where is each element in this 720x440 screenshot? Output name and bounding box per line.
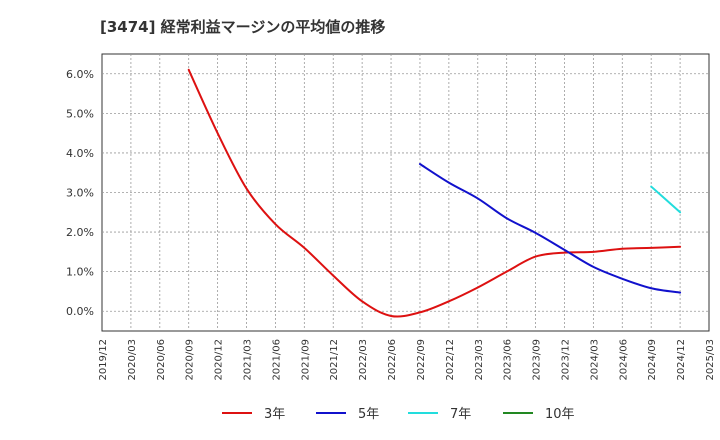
- series-lines: [187, 68, 682, 318]
- chart-title: [3474] 経常利益マージンの平均値の推移: [100, 18, 385, 36]
- y-tick-label: 0.0%: [66, 305, 94, 318]
- y-tick-labels: 0.0% 1.0% 2.0% 3.0% 4.0% 5.0% 6.0%: [66, 68, 94, 318]
- plot-area: [101, 53, 710, 332]
- legend-label-0: 3年: [264, 407, 285, 422]
- x-tick-label: 2022/09: [416, 339, 427, 381]
- x-tick-label: 2020/06: [156, 339, 167, 381]
- chart-legend: 3年 5年 7年 10年: [222, 407, 575, 422]
- x-tick-label: 2024/03: [589, 339, 600, 381]
- x-tick-label: 2025/03: [705, 339, 716, 381]
- x-tick-label: 2021/06: [271, 339, 282, 381]
- legend-label-2: 7年: [450, 407, 471, 422]
- x-tick-label: 2023/09: [532, 339, 543, 381]
- series-line-0: [187, 68, 682, 318]
- y-tick-label: 2.0%: [66, 226, 94, 239]
- series-line-1: [418, 163, 682, 294]
- x-tick-label: 2023/12: [560, 339, 571, 381]
- x-tick-label: 2020/03: [127, 339, 138, 381]
- legend-label-3: 10年: [545, 407, 575, 422]
- x-tick-label: 2021/09: [300, 339, 311, 381]
- x-tick-labels: 2019/12 2020/03 2020/06 2020/09 2020/12 2021/…: [98, 339, 716, 381]
- y-tick-label: 6.0%: [66, 68, 94, 81]
- x-tick-label: 2021/12: [329, 339, 340, 381]
- grid-lines: [102, 54, 709, 331]
- x-tick-label: 2023/06: [503, 339, 514, 381]
- y-tick-label: 5.0%: [66, 107, 94, 120]
- x-tick-label: 2024/12: [676, 339, 687, 381]
- y-tick-label: 1.0%: [66, 266, 94, 279]
- x-tick-label: 2023/03: [474, 339, 485, 381]
- x-tick-label: 2022/06: [387, 339, 398, 381]
- y-tick-label: 4.0%: [66, 147, 94, 160]
- x-tick-label: 2019/12: [98, 339, 109, 381]
- legend-label-1: 5年: [358, 407, 379, 422]
- x-tick-label: 2021/03: [243, 339, 254, 381]
- x-tick-label: 2024/09: [647, 339, 658, 381]
- x-tick-label: 2022/12: [445, 339, 456, 381]
- x-tick-label: 2020/09: [185, 339, 196, 381]
- x-tick-label: 2024/06: [618, 339, 629, 381]
- x-tick-label: 2020/12: [214, 339, 225, 381]
- y-tick-label: 3.0%: [66, 187, 94, 200]
- series-line-2: [650, 185, 682, 214]
- x-tick-label: 2022/03: [358, 339, 369, 381]
